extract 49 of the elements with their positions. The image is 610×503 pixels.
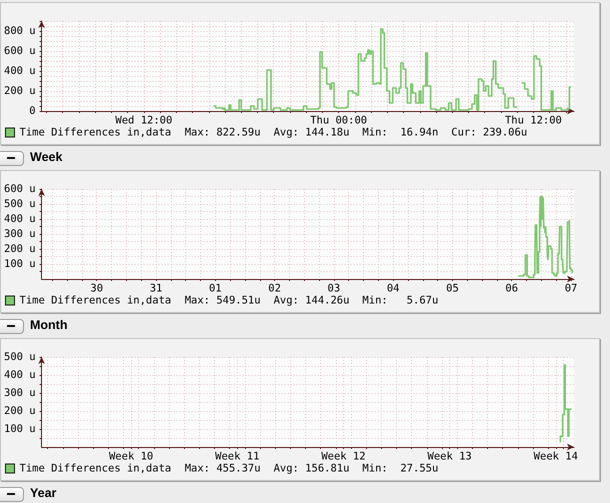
x-tick-label: Thu 00:00 (310, 114, 368, 126)
chart-title: Month (30, 318, 68, 333)
text: Avg: 144.18u (274, 126, 350, 138)
x-tick-label: Week 11 (215, 450, 260, 462)
y-tick-label: 200 u (4, 405, 36, 417)
x-tick-label: 02 (268, 282, 281, 294)
x-tick-label: 31 (150, 282, 162, 294)
text: Avg: 156.81u (274, 462, 350, 474)
x-tick-label: Week 10 (108, 450, 154, 462)
x-tick-label: 04 (386, 282, 400, 294)
y-tick-label: 200 u (4, 85, 36, 97)
y-tick-label: 0 (29, 105, 36, 117)
x-tick-label: 07 (564, 282, 578, 294)
y-tick-label: 600 u (4, 45, 36, 57)
legend-label: Time Differences in,data (20, 294, 172, 306)
x-tick-label: 05 (446, 282, 459, 294)
legend-label: Time Differences in,data (20, 462, 172, 474)
y-tick-label: 400 u (4, 213, 36, 225)
y-tick-label: 100 u (4, 258, 36, 270)
y-tick-label: 300 u (4, 228, 36, 240)
y-tick-label: 400 u (4, 369, 36, 381)
x-tick-label: 01 (208, 282, 222, 294)
x-tick-label: 30 (90, 282, 104, 294)
y-tick-label: 800 u (4, 25, 36, 37)
chart-title: Week (30, 150, 62, 165)
y-tick-label: 500 u (4, 351, 36, 363)
text: Max: 822.59u (184, 126, 261, 138)
y-tick-label: 100 u (4, 423, 36, 435)
text: Max: 549.51u (184, 294, 261, 306)
x-tick-label: Thu 12:00 (504, 114, 562, 126)
y-tick-label: 200 u (4, 243, 36, 255)
legend-label: Time Differences in,data (20, 126, 172, 138)
text: Cur: 239.06u (451, 126, 528, 138)
y-tick-label: 500 u (4, 198, 36, 210)
x-tick-label: 03 (328, 282, 340, 294)
text: Max: 455.37u (184, 462, 261, 474)
text: Year (30, 486, 56, 501)
y-tick-label: 600 u (4, 183, 36, 195)
y-tick-label: 400 u (4, 65, 36, 77)
x-tick-label: Week 13 (427, 450, 472, 462)
y-tick-label: 300 u (4, 387, 36, 399)
text: Min: 27.55u (362, 462, 438, 474)
x-tick-label: Wed 12:00 (115, 114, 172, 126)
text: Avg: 144.26u (274, 294, 350, 306)
x-tick-label: 06 (505, 282, 518, 294)
x-tick-label: Week 12 (321, 450, 366, 462)
x-tick-label: Week 14 (534, 450, 578, 462)
text: Min: 16.94n (362, 126, 438, 138)
text: Min: 5.67u (362, 294, 438, 306)
